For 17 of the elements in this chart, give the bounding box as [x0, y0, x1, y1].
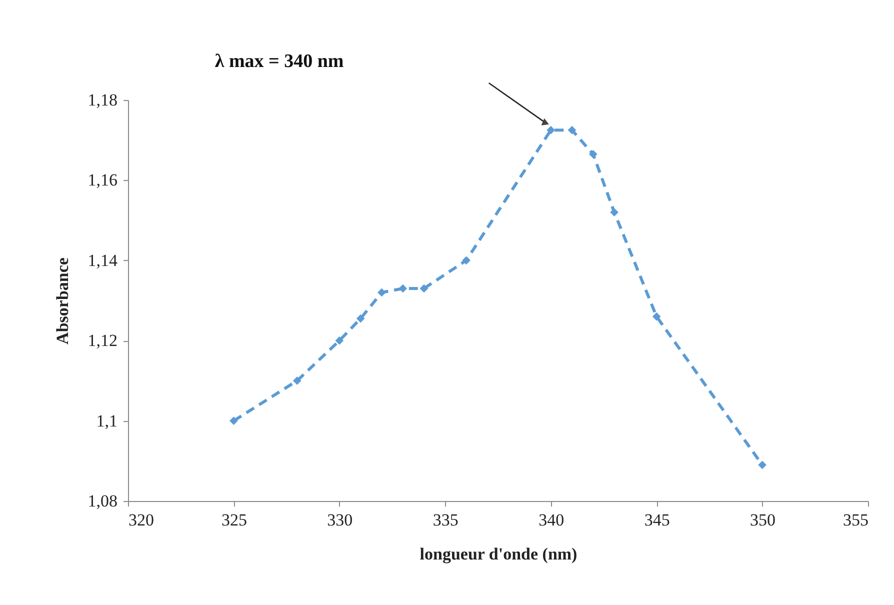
- x-tick-label: 355: [843, 510, 868, 530]
- x-tick-label: 350: [750, 510, 776, 530]
- y-tick-label: 1,1: [96, 411, 118, 430]
- x-axis-title: longueur d'onde (nm): [420, 544, 578, 564]
- x-tick-label: 320: [128, 510, 154, 530]
- y-tick-label: 1,08: [88, 492, 118, 510]
- y-tick-label: 1,16: [88, 170, 118, 190]
- x-tick-label: 335: [432, 510, 458, 530]
- y-tick-label: 1,14: [88, 250, 118, 270]
- y-tick-label: 1,12: [88, 331, 118, 350]
- x-tick-label: 330: [327, 510, 353, 530]
- y-tick-label: 1,18: [88, 90, 118, 110]
- x-tick-label: 340: [538, 510, 564, 530]
- x-tick-label: 325: [221, 510, 247, 530]
- y-axis-title: Absorbance: [52, 257, 72, 344]
- x-tick-label: 345: [644, 510, 670, 530]
- text: λ max = 340 nm: [214, 51, 344, 72]
